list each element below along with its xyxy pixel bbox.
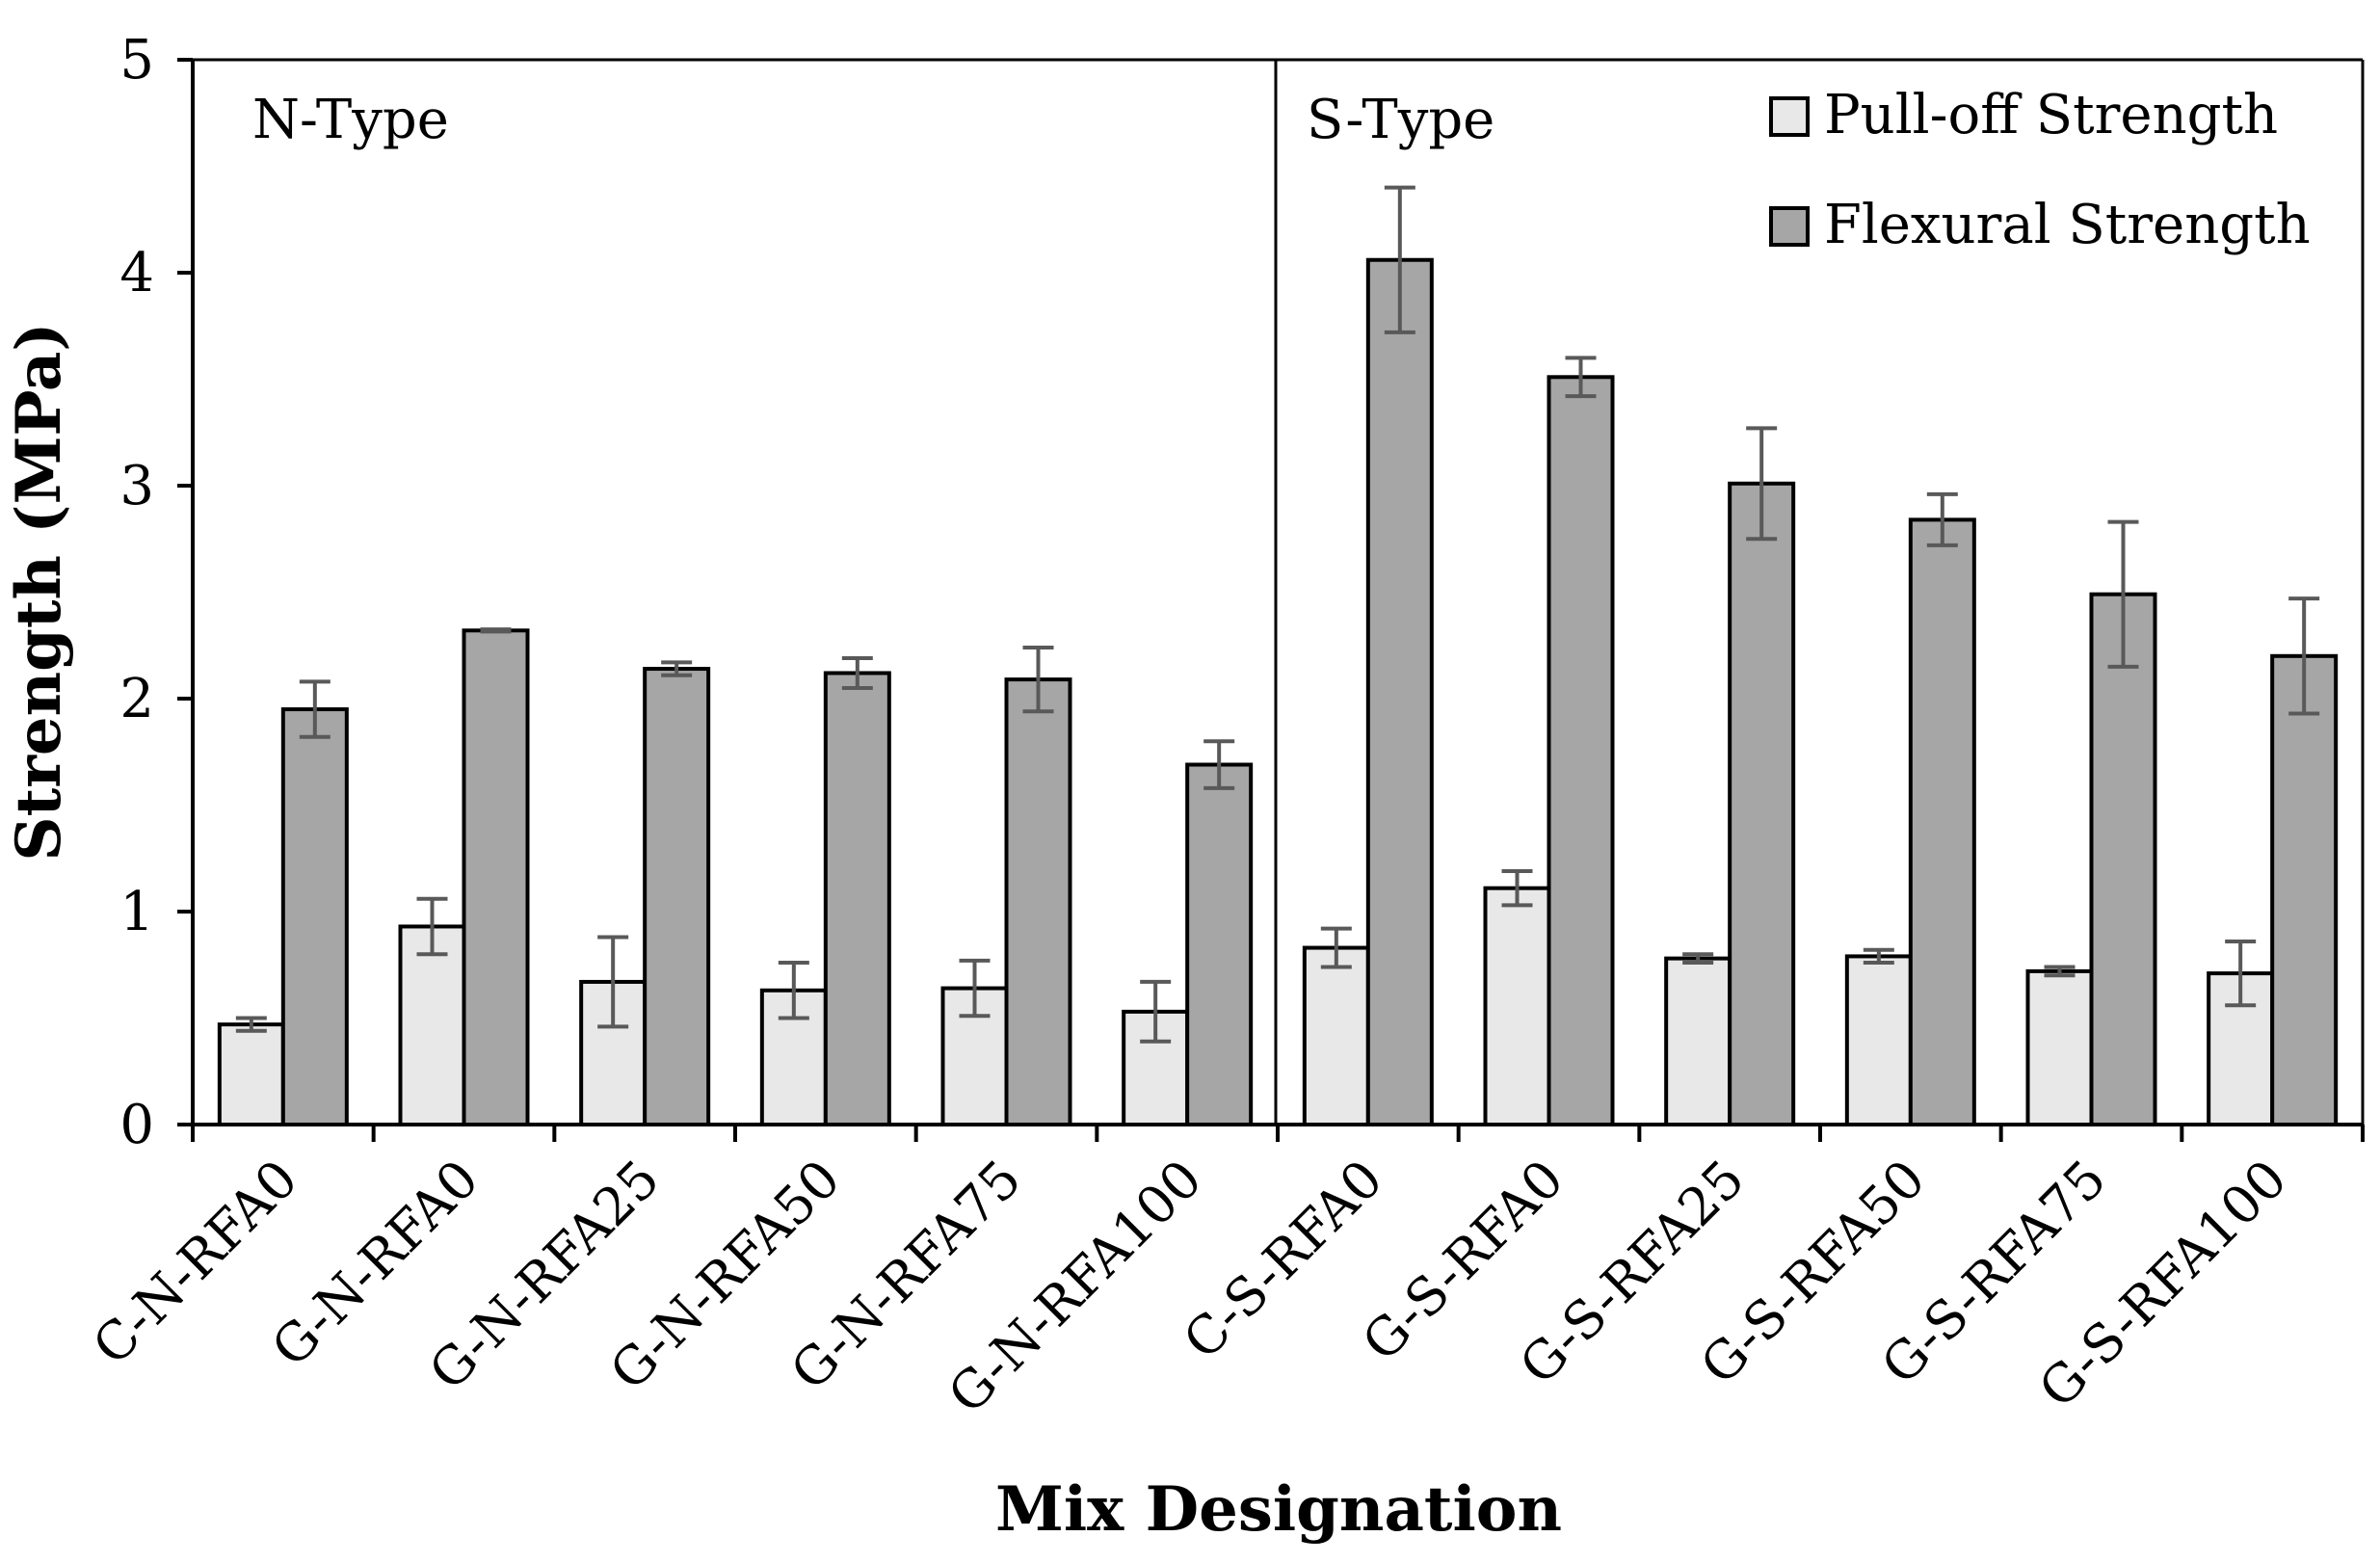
bar-flexural-G-S-RFA75 — [2089, 592, 2157, 1126]
error-bar-flexural-G-S-RFA100 — [2288, 596, 2320, 716]
legend: Pull-off Strength Flexural Strength — [1769, 84, 2311, 256]
bar-flexural-C-N-RFA0 — [280, 707, 349, 1126]
error-bar-pulloff-G-N-RFA0 — [416, 896, 448, 957]
bar-flexural-G-N-RFA100 — [1185, 762, 1254, 1126]
error-bar-pulloff-G-S-RFA75 — [2044, 965, 2076, 978]
error-bar-flexural-G-N-RFA0 — [480, 627, 512, 634]
error-bar-pulloff-G-S-RFA0 — [1501, 869, 1533, 908]
bar-pulloff-G-S-RFA25 — [1664, 956, 1732, 1126]
y-tick-label-5: 5 — [119, 29, 154, 92]
legend-label-flexural: Flexural Strength — [1824, 194, 2311, 256]
bar-flexural-G-N-RFA50 — [823, 671, 891, 1126]
bar-flexural-G-N-RFA25 — [643, 667, 711, 1126]
error-bar-flexural-G-N-RFA75 — [1022, 645, 1054, 714]
y-tick-label-0: 0 — [119, 1094, 154, 1156]
bar-flexural-G-S-RFA100 — [2270, 653, 2339, 1126]
x-axis-title: Mix Designation — [995, 1473, 1562, 1546]
error-bar-pulloff-C-S-RFA0 — [1320, 926, 1352, 969]
bar-flexural-G-S-RFA0 — [1547, 375, 1615, 1127]
bars-layer — [217, 185, 2339, 1127]
y-axis-title: Strength (MPa) — [3, 322, 75, 861]
group-label-N-Type: N-Type — [252, 89, 449, 151]
error-bar-flexural-G-S-RFA50 — [1926, 491, 1958, 547]
y-tick-label-4: 4 — [119, 242, 154, 305]
error-bar-pulloff-G-N-RFA25 — [597, 935, 629, 1029]
y-tick-label-1: 1 — [119, 881, 154, 943]
legend-swatch-flexural — [1769, 206, 1810, 247]
error-bar-pulloff-G-S-RFA100 — [2225, 939, 2257, 1008]
error-bar-pulloff-G-N-RFA100 — [1140, 979, 1172, 1044]
error-bar-pulloff-G-N-RFA50 — [778, 961, 809, 1020]
legend-label-pulloff: Pull-off Strength — [1824, 84, 2278, 146]
error-bar-pulloff-C-N-RFA0 — [235, 1016, 267, 1033]
group-label-S-Type: S-Type — [1307, 89, 1494, 151]
bar-flexural-G-N-RFA75 — [1004, 677, 1072, 1126]
y-tick-label-3: 3 — [119, 455, 154, 517]
bar-pulloff-G-S-RFA50 — [1844, 954, 1913, 1126]
error-bar-pulloff-G-N-RFA75 — [959, 958, 991, 1019]
error-bar-flexural-G-S-RFA25 — [1746, 426, 1778, 542]
error-bar-flexural-C-N-RFA0 — [299, 679, 331, 739]
axes-layer — [177, 58, 2365, 1142]
error-bar-flexural-C-S-RFA0 — [1384, 185, 1415, 334]
bar-pulloff-C-N-RFA0 — [217, 1022, 285, 1127]
error-bar-pulloff-G-S-RFA50 — [1863, 947, 1894, 966]
bar-pulloff-C-S-RFA0 — [1302, 945, 1370, 1126]
bar-flexural-G-N-RFA0 — [462, 628, 530, 1126]
error-bar-flexural-G-S-RFA75 — [2107, 519, 2139, 669]
error-bar-flexural-G-N-RFA50 — [841, 656, 873, 690]
legend-swatch-pulloff — [1769, 96, 1810, 137]
bar-flexural-G-S-RFA50 — [1908, 517, 1976, 1126]
bar-pulloff-G-S-RFA0 — [1483, 886, 1551, 1126]
bar-flexural-G-S-RFA25 — [1728, 481, 1796, 1127]
error-bar-flexural-G-N-RFA100 — [1203, 739, 1235, 790]
error-bar-flexural-G-N-RFA25 — [661, 660, 693, 677]
bar-flexural-C-S-RFA0 — [1365, 257, 1434, 1126]
error-bar-flexural-G-S-RFA0 — [1565, 356, 1597, 399]
bar-pulloff-G-N-RFA0 — [398, 924, 466, 1126]
bar-pulloff-G-S-RFA75 — [2025, 968, 2094, 1126]
y-tick-label-2: 2 — [119, 668, 154, 730]
error-bar-pulloff-G-S-RFA25 — [1682, 952, 1714, 966]
